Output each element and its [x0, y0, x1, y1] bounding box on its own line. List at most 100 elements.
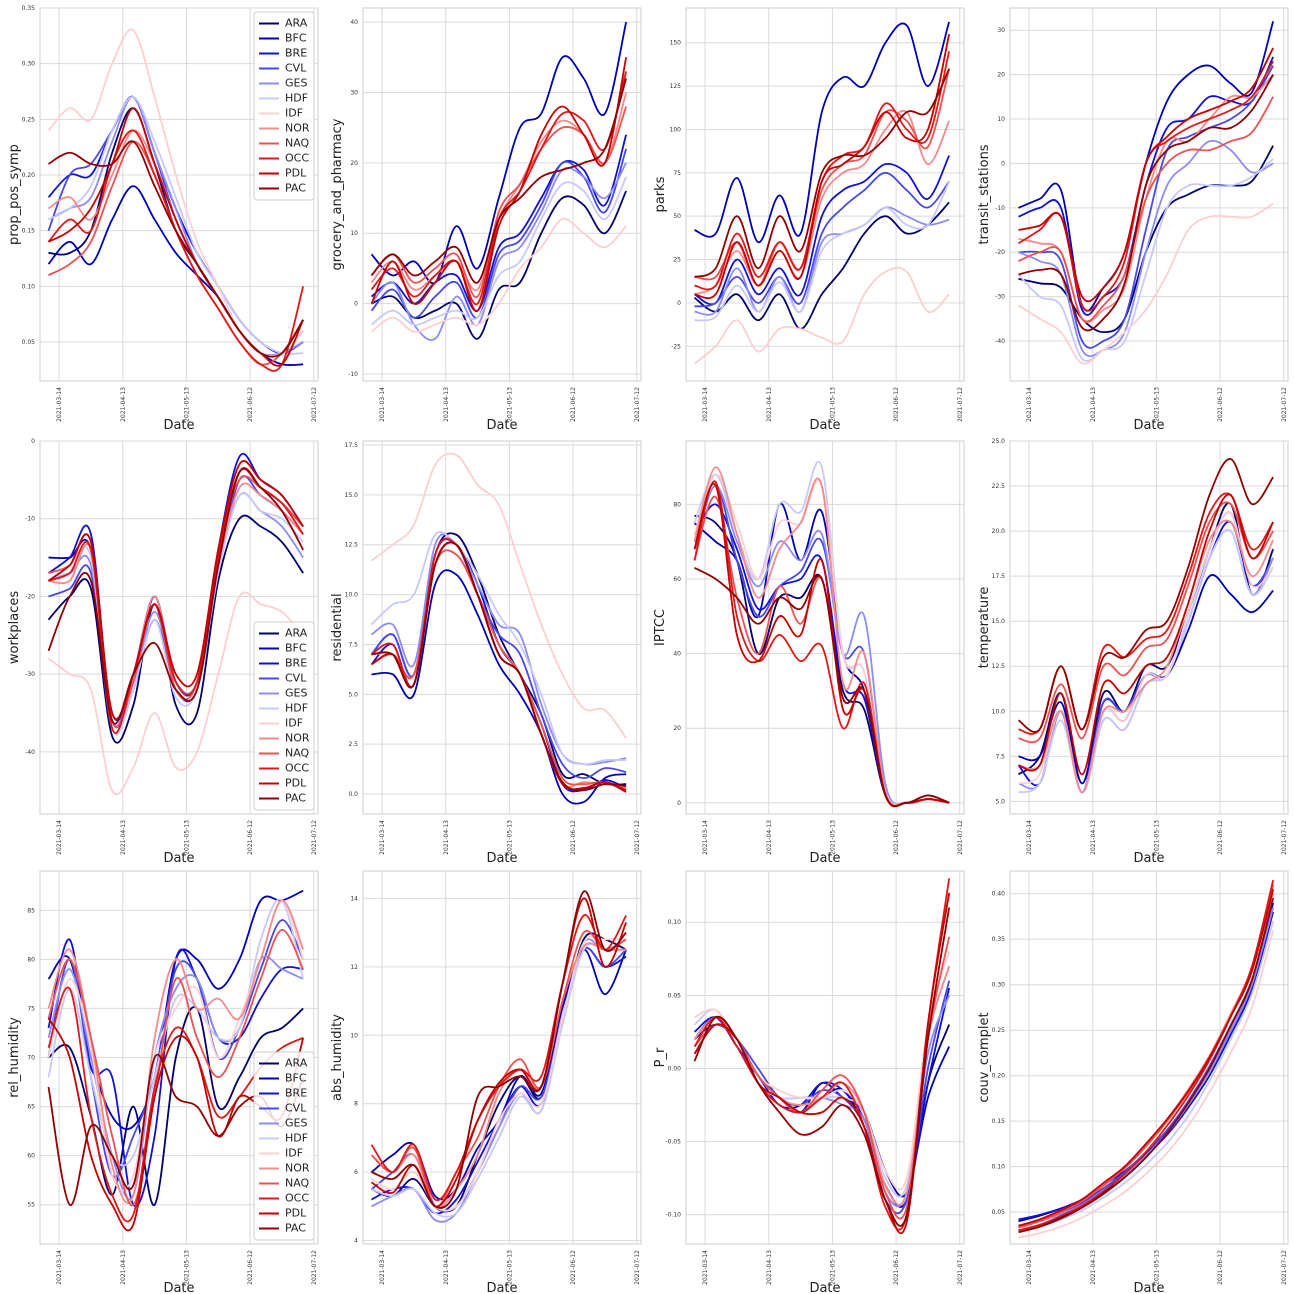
x-tick-label: 2021-05-13	[506, 387, 513, 422]
x-tick-label: 2021-06-12	[1217, 387, 1224, 422]
y-tick-label: 0	[677, 800, 681, 807]
x-tick-label: 2021-06-12	[1217, 1250, 1224, 1285]
y-tick-label: 20.0	[992, 528, 1006, 535]
legend-label: BFC	[285, 642, 307, 655]
y-tick-label: 0.30	[22, 61, 36, 68]
legend-box	[253, 1051, 315, 1241]
series-line	[1018, 898, 1275, 1234]
y-tick-label: 60	[673, 576, 681, 583]
series-line	[1018, 65, 1274, 349]
legend-label: PDL	[285, 1207, 307, 1220]
x-tick-label: 2021-06-12	[893, 387, 900, 422]
plot-area	[362, 870, 642, 1245]
legend-label: PDL	[285, 167, 307, 180]
lines	[47, 889, 305, 1232]
legend-label: GES	[285, 77, 307, 90]
y-tick-label: 0.30	[992, 982, 1006, 989]
series-line	[371, 935, 627, 1212]
y-tick-label: 0.05	[992, 1209, 1006, 1216]
legend-label: PDL	[285, 777, 307, 790]
lines	[1017, 21, 1275, 365]
y-tick-label: 7.5	[348, 641, 358, 648]
series-line	[47, 460, 304, 721]
series-line	[371, 943, 627, 1218]
x-tick-label: 2021-05-13	[506, 1250, 513, 1285]
y-tick-label: 0.20	[992, 1073, 1006, 1080]
subplot: 0.0 2.5 5.0 7.5 10.0 12.5 15.0 17.5 2021-03-14 20…	[330, 440, 642, 866]
y-tick-label: 0.15	[22, 228, 36, 235]
series-line	[371, 549, 627, 791]
legend: ARA BFC BRE CVL GES HDF IDF NOR NAQ OCC PDL PAC	[253, 1051, 315, 1241]
x-tick-label: 2021-07-12	[957, 387, 964, 422]
y-tick-label: 30	[350, 89, 358, 96]
legend-label: NOR	[285, 122, 310, 135]
subplot: 0.05 0.10 0.15 0.20 0.25 0.30 0.35 2021-03-14 20…	[7, 5, 319, 433]
y-tick-label: 80	[27, 956, 35, 963]
legend-label: CVL	[285, 672, 307, 685]
x-tick-label: 2021-05-13	[829, 387, 836, 422]
x-tick-label: 2021-04-13	[443, 387, 450, 422]
lines	[1018, 879, 1275, 1239]
plot-area	[1009, 7, 1289, 382]
y-axis-label: workplaces	[7, 591, 22, 664]
y-axis-label: prop_pos_symp	[7, 144, 22, 245]
x-tick-label: 2021-05-13	[183, 1250, 190, 1285]
y-tick-label: -30	[25, 671, 35, 678]
subplot: 5.0 7.5 10.0 12.5 15.0 17.5 20.0 22.5 25.0 2021-0…	[977, 438, 1289, 866]
x-tick-label: 2021-07-12	[311, 387, 318, 422]
y-tick-label: 40	[673, 651, 681, 658]
lines	[370, 21, 628, 341]
series-line	[693, 907, 951, 1227]
lines	[47, 453, 304, 796]
y-tick-label: 125	[670, 83, 682, 90]
y-axis-label: residential	[330, 593, 345, 661]
x-tick-label: 2021-04-13	[766, 387, 773, 422]
y-tick-label: 20	[673, 725, 681, 732]
subplot: -40 -30 -20 -10 0 10 20 30 2021-03-14 2021-04-13 2…	[977, 7, 1289, 433]
series-line	[370, 176, 627, 326]
legend-label: IDF	[285, 1147, 303, 1160]
y-tick-label: 22.5	[992, 483, 1006, 490]
x-axis-label: Date	[809, 851, 840, 866]
series-line	[693, 201, 950, 330]
series-line	[370, 217, 627, 333]
lines	[693, 461, 950, 808]
legend-label: BRE	[285, 657, 307, 670]
plot-area	[685, 870, 965, 1245]
y-tick-label: 0	[1001, 160, 1005, 167]
x-tick-label: 2021-06-12	[570, 1250, 577, 1285]
y-tick-label: 30	[997, 27, 1005, 34]
legend: ARA BFC BRE CVL GES HDF IDF NOR NAQ OCC PDL PAC	[253, 621, 315, 811]
legend-label: HDF	[285, 1132, 308, 1145]
series-line	[694, 567, 950, 807]
y-axis-label: P_r	[653, 1047, 668, 1067]
x-axis-label: Date	[486, 418, 517, 433]
y-tick-label: 0	[354, 301, 358, 308]
series-line	[48, 140, 304, 358]
subplot: 0 20 40 60 80 2021-03-14 2021-04-13 2021-05-13 2…	[653, 440, 965, 866]
y-tick-label: 0.25	[22, 116, 36, 123]
x-tick-label: 2021-03-14	[702, 820, 709, 855]
x-tick-label: 2021-04-13	[120, 820, 127, 855]
y-tick-label: 0	[677, 300, 681, 307]
legend-label: GES	[285, 1117, 307, 1130]
legend-label: PAC	[285, 792, 306, 805]
series-line	[370, 57, 628, 312]
x-axis-label: Date	[1133, 851, 1164, 866]
x-tick-label: 2021-06-12	[247, 387, 254, 422]
y-tick-label: 150	[670, 40, 682, 47]
y-tick-label: 0	[31, 438, 35, 445]
x-axis-label: Date	[486, 1281, 517, 1294]
series-line	[1018, 74, 1274, 332]
series-line	[371, 541, 627, 791]
y-tick-label: 10	[350, 1032, 358, 1039]
x-tick-label: 2021-04-13	[443, 820, 450, 855]
x-tick-label: 2021-03-14	[702, 387, 709, 422]
series-line	[48, 96, 304, 355]
x-axis-label: Date	[486, 851, 517, 866]
legend-label: OCC	[285, 762, 309, 775]
y-tick-label: 12	[350, 964, 358, 971]
series-line	[1018, 501, 1274, 744]
series-line	[694, 181, 950, 322]
